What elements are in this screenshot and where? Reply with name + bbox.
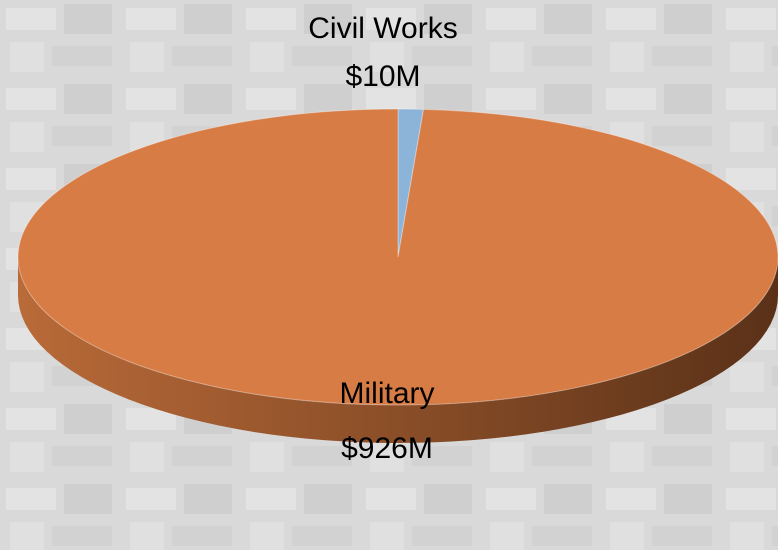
data-label-civil-works: Civil Works $10M [308,12,457,93]
slice-value-military: $926M [341,432,433,465]
slice-military [17,108,778,406]
slice-value-civil-works: $10M [345,60,420,93]
data-label-military: Military $926M [340,377,435,465]
slice-label-military: Military [340,377,435,410]
slice-civil-works [397,108,425,258]
slice-side-military [18,257,778,443]
slice-label-civil-works: Civil Works [308,12,457,45]
pie-slices [17,108,778,443]
